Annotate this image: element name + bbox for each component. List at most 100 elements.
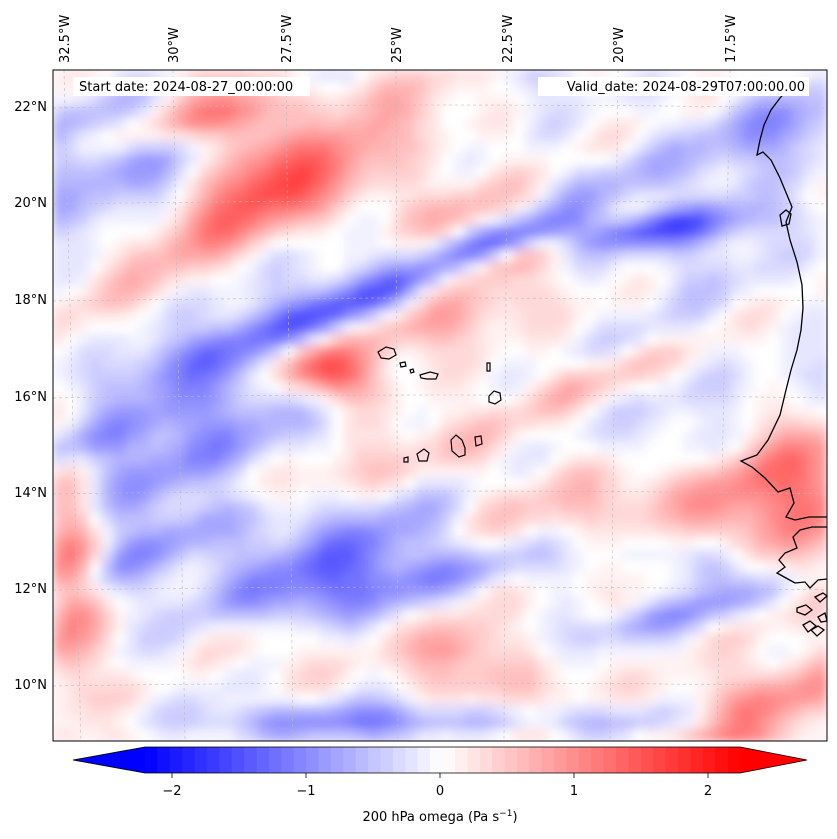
lat-tick-label: 22°N [14, 100, 47, 115]
colorbar-segment [591, 747, 605, 773]
colorbar-segment [516, 747, 530, 773]
colorbar-segment [653, 747, 667, 773]
colorbar-segment [492, 747, 506, 773]
colorbar-segment [231, 747, 245, 773]
colorbar-segment [182, 747, 196, 773]
colorbar-segment [330, 747, 344, 773]
colorbar-segment [603, 747, 617, 773]
island-maio [474, 435, 483, 447]
longitude-gridline [172, 70, 186, 741]
mauritania-senegal-coast [739, 86, 827, 521]
island-sao-vicente [399, 361, 407, 368]
colorbar-segment [690, 747, 704, 773]
lon-tick-label: 32.5°W [58, 15, 73, 63]
colorbar-segment [318, 747, 332, 773]
colorbar-segment [702, 747, 716, 773]
colorbar-segment [454, 747, 468, 773]
colorbar-segment [616, 747, 630, 773]
colorbar-segment [529, 747, 543, 773]
colorbar-segment [306, 747, 320, 773]
colorbar-segment [405, 747, 419, 773]
longitude-gridline [63, 70, 82, 741]
colorbar-segments [145, 747, 741, 773]
island-brava [403, 456, 409, 463]
longitude-gridline [609, 70, 619, 741]
colorbar-segment [479, 747, 493, 773]
colorbar-segment [467, 747, 481, 773]
latitude-tick-labels: 22°N 20°N 18°N 16°N 14°N 12°N 10°N [14, 100, 47, 693]
colorbar-segment [727, 747, 741, 773]
longitude-gridline [395, 70, 399, 741]
colorbar-segment [715, 747, 729, 773]
island-boa-vista [488, 390, 502, 405]
map-frame [52, 69, 828, 742]
island-sao-nicolau [419, 371, 439, 380]
colorbar-segment [281, 747, 295, 773]
lat-tick-label: 18°N [14, 293, 47, 308]
latitude-gridline [53, 394, 827, 399]
lat-tick-label: 14°N [14, 486, 47, 501]
latitude-gridline [53, 200, 827, 205]
latitude-gridline [53, 682, 827, 687]
lon-tick-label: 22.5°W [501, 15, 516, 63]
lat-tick-label: 10°N [14, 678, 47, 693]
colorbar-segment [566, 747, 580, 773]
colorbar-segment [343, 747, 357, 773]
lat-tick-label: 20°N [14, 196, 47, 211]
colorbar-segment [355, 747, 369, 773]
colorbar-tick-label: −1 [296, 784, 315, 799]
colorbar-segment [504, 747, 518, 773]
colorbar-segment [293, 747, 307, 773]
lon-tick-label: 17.5°W [724, 15, 739, 63]
valid-date-box [538, 77, 809, 96]
colorbar-segment [368, 747, 382, 773]
lat-tick-label: 12°N [14, 582, 47, 597]
colorbar-tick-label: 0 [436, 784, 444, 799]
gambia-guinea-coast [775, 526, 828, 589]
lon-tick-label: 20°W [612, 27, 627, 63]
colorbar-segment [554, 747, 568, 773]
colorbar-segment [417, 747, 431, 773]
colorbar-segment [392, 747, 406, 773]
longitude-gridline [503, 70, 508, 741]
island-santiago [450, 434, 466, 458]
cape-verde-islands [377, 346, 502, 463]
colorbar-segment [256, 747, 270, 773]
longitude-gridline [285, 70, 294, 741]
island-fogo [416, 448, 430, 462]
colorbar-ticks: −2 −1 0 1 2 [162, 773, 712, 799]
colorbar-outline [72, 746, 808, 774]
colorbar-segment [628, 747, 642, 773]
latitude-gridline [53, 490, 827, 495]
dakar-peninsula [779, 209, 792, 227]
start-date-box [73, 77, 310, 96]
lat-tick-label: 16°N [14, 390, 47, 405]
latitude-gridline [53, 586, 827, 591]
longitude-tick-labels: 32.5°W 30°W 27.5°W 25°W 22.5°W 20°W 17.5… [58, 15, 739, 63]
colorbar-segment [665, 747, 679, 773]
colorbar-label: 200 hPa omega (Pa s−1) [362, 809, 517, 825]
colorbar-tick-label: 1 [570, 784, 578, 799]
map-gridlines [53, 70, 827, 741]
colorbar-segment [678, 747, 692, 773]
start-date-text: Start date: 2024-08-27_00:00:00 [79, 80, 293, 95]
colorbar-segment [380, 747, 394, 773]
longitude-gridline [716, 70, 731, 741]
valid-date-text: Valid_date: 2024-08-29T07:00:00.00 [567, 80, 805, 95]
island-santo-antao [377, 346, 397, 360]
colorbar-tick-label: −2 [162, 784, 181, 799]
colorbar: −2 −1 0 1 2 200 hPa omega (Pa s−1) [72, 746, 808, 825]
colorbar-tick-label: 2 [704, 784, 712, 799]
colorbar-segment [430, 747, 444, 773]
lon-tick-label: 25°W [390, 27, 405, 63]
colorbar-segment [206, 747, 220, 773]
latitude-gridline [53, 104, 827, 109]
omega-field [53, 70, 827, 741]
colorbar-segment [145, 747, 158, 773]
colorbar-segment [194, 747, 208, 773]
lon-tick-label: 27.5°W [280, 15, 295, 63]
latitude-gridline [53, 297, 827, 302]
colorbar-segment [169, 747, 183, 773]
colorbar-segment [541, 747, 555, 773]
